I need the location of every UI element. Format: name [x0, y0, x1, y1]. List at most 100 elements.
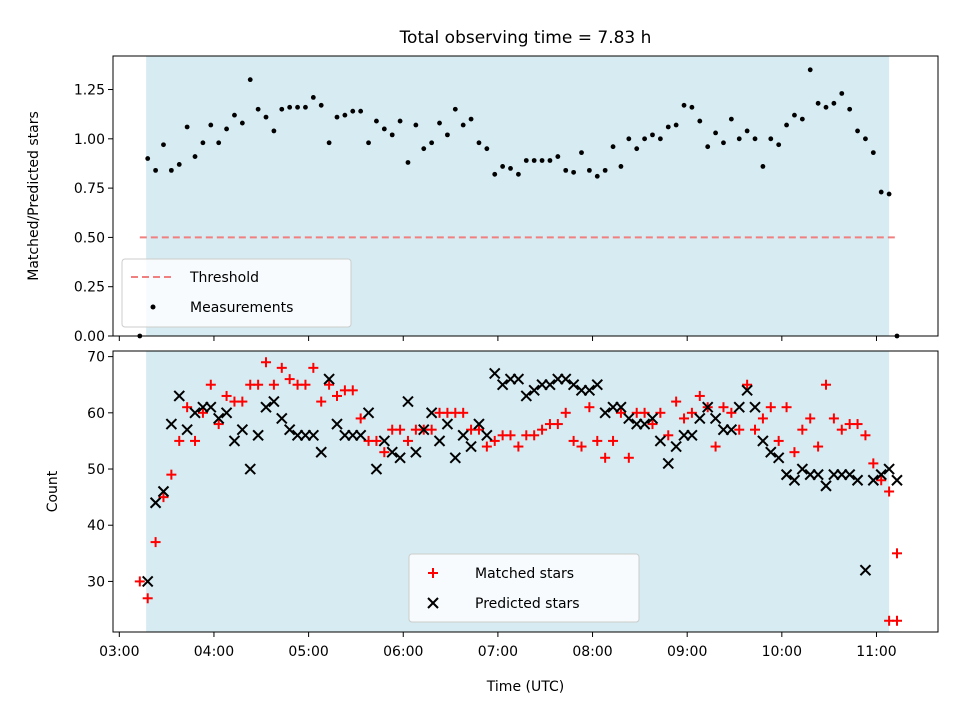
- matched-star-point: [694, 390, 705, 401]
- predicted-star-point: [867, 474, 880, 486]
- matched-star-point: [765, 402, 776, 413]
- matched-star-point: [308, 362, 319, 373]
- predicted-star-point: [307, 429, 320, 442]
- predicted-stars-legend-label: Predicted stars: [475, 596, 580, 612]
- matched-star-point: [560, 407, 571, 418]
- predicted-star-point: [157, 485, 170, 498]
- measurement-point: [839, 91, 845, 96]
- predicted-star-point: [638, 418, 651, 430]
- measurement-point: [255, 106, 261, 112]
- measurement-point: [232, 112, 237, 118]
- measurement-point: [713, 130, 718, 136]
- matched-star-point: [663, 430, 674, 441]
- predicted-star-point: [149, 497, 162, 509]
- measurement-point: [476, 140, 482, 146]
- measurement-point: [689, 104, 695, 110]
- ratio-y-axis-label: Matched/Predicted stars: [26, 111, 42, 281]
- ratio-y-tick-label: 0.00: [74, 329, 105, 345]
- measurement-point: [381, 126, 387, 132]
- matched-star-point: [458, 407, 469, 418]
- measurement-point: [279, 106, 285, 112]
- measurement-point: [642, 136, 647, 142]
- predicted-star-point: [260, 401, 272, 413]
- matched-star-point: [205, 379, 216, 390]
- x-tick-label: 06:00: [383, 644, 423, 660]
- matched-star-point: [813, 441, 824, 452]
- matched-star-point: [836, 424, 847, 435]
- matched-stars-legend-swatch: [428, 568, 438, 578]
- measurement-point: [334, 114, 340, 120]
- ratio-legend-box: [121, 258, 352, 328]
- measurement-point: [389, 132, 395, 138]
- predicted-star-point: [851, 474, 864, 486]
- measurement-point: [460, 122, 466, 128]
- predicted-star-point: [418, 423, 430, 436]
- matched-star-point: [253, 379, 264, 390]
- matched-star-point: [647, 419, 658, 430]
- count-y-axis-label: Count: [45, 470, 61, 512]
- measurement-point: [397, 118, 403, 124]
- measurement-point: [878, 189, 884, 195]
- matched-star-point: [316, 396, 327, 407]
- measurement-point: [326, 140, 332, 146]
- matched-star-point: [757, 413, 768, 424]
- measurement-point: [657, 136, 663, 142]
- matched-star-point: [379, 447, 390, 458]
- predicted-star-point: [820, 480, 832, 492]
- matched-star-point: [584, 402, 595, 413]
- measurement-point: [374, 118, 379, 124]
- matched-star-point: [750, 424, 761, 435]
- matched-star-point: [268, 379, 279, 390]
- predicted-star-point: [205, 401, 217, 413]
- measurement-point: [192, 154, 198, 159]
- matched-star-point: [473, 424, 484, 435]
- matched-star-point: [190, 435, 201, 446]
- predicted-star-point: [694, 412, 706, 425]
- predicted-star-point: [875, 468, 887, 481]
- matched-star-point: [592, 435, 603, 446]
- count-panel-frame: [112, 350, 939, 633]
- measurement-point: [705, 144, 711, 150]
- x-tick-label: 08:00: [572, 644, 612, 660]
- matched-star-point: [300, 379, 311, 390]
- measurement-point: [216, 140, 222, 146]
- measurement-point: [531, 158, 537, 163]
- matched-star-point: [221, 390, 232, 401]
- measurement-point: [547, 158, 553, 163]
- matched-star-point: [568, 435, 579, 446]
- predicted-star-point: [733, 401, 745, 413]
- predicted-star-point: [212, 412, 225, 425]
- matched-star-point: [891, 548, 902, 559]
- predicted-star-point: [228, 435, 241, 447]
- predicted-star-point: [788, 474, 801, 486]
- predicted-star-point: [283, 423, 296, 436]
- measurement-point: [650, 132, 655, 138]
- measurement-point: [318, 102, 324, 108]
- measurement-point: [579, 150, 584, 156]
- measurement-point: [870, 150, 876, 156]
- measurement-point: [586, 167, 592, 173]
- matched-star-point: [284, 374, 295, 385]
- predicted-star-point: [765, 446, 777, 458]
- count-y-tick-label: 60: [87, 406, 105, 422]
- matched-star-point: [671, 396, 682, 407]
- matched-star-point: [481, 441, 492, 452]
- predicted-star-point: [481, 429, 493, 442]
- predicted-star-point: [441, 418, 454, 430]
- measurement-point: [445, 132, 450, 138]
- predicted-star-point: [433, 435, 446, 447]
- matched-star-point: [805, 413, 816, 424]
- measurement-point: [208, 122, 214, 128]
- matched-star-point: [852, 419, 863, 430]
- predicted-star-point: [410, 446, 422, 458]
- matched-star-point: [529, 430, 540, 441]
- measurement-point: [342, 112, 348, 118]
- measurement-point: [626, 136, 632, 142]
- matched-star-point: [576, 441, 587, 452]
- predicted-star-point: [386, 446, 398, 458]
- measurement-point: [366, 140, 371, 146]
- chart-title: Total observing time = 7.83 h: [399, 28, 652, 48]
- predicted-star-point: [646, 412, 659, 425]
- matched-star-point: [600, 452, 611, 463]
